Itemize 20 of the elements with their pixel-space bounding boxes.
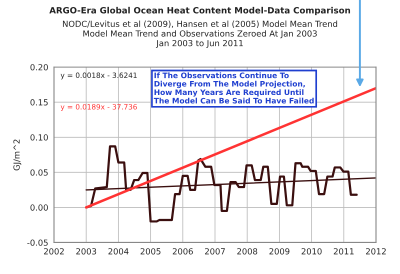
y-tick-label: -0.05 (27, 239, 48, 246)
y-tick-label: 0.10 (30, 134, 48, 141)
x-tick-label: 2002 (44, 248, 64, 254)
x-tick-label: 2003 (76, 248, 96, 254)
y-tick-label: 0.05 (30, 169, 48, 176)
y-tick-label: 0.00 (30, 204, 48, 211)
x-tick-label: 2005 (140, 248, 160, 254)
x-tick-label: 2010 (302, 248, 322, 254)
x-tick-label: 2009 (269, 248, 290, 254)
y-tick-label: 0.20 (30, 64, 48, 70)
x-tick-label: 2008 (237, 248, 258, 254)
y-axis-title: GJ/m^2 (13, 140, 22, 170)
x-tick-label: 2012 (366, 248, 386, 254)
chart-title: ARGO-Era Global Ocean Heat Content Model-Data Comparison (49, 6, 350, 16)
y-tick-label: 0.15 (30, 99, 48, 106)
chart-subtitle: NODC/Levitus et al (2009), Hansen et al (2005) Model Mean Trend Model Mean Trend and Observations Zeroed At Jan 2003 Jan 2003 to Jun 2011 (62, 20, 338, 48)
x-tick-label: 2004 (108, 248, 129, 254)
x-tick-label: 2011 (334, 248, 354, 254)
x-tick-label: 2007 (205, 248, 225, 254)
x-tick-label: 2006 (172, 248, 193, 254)
